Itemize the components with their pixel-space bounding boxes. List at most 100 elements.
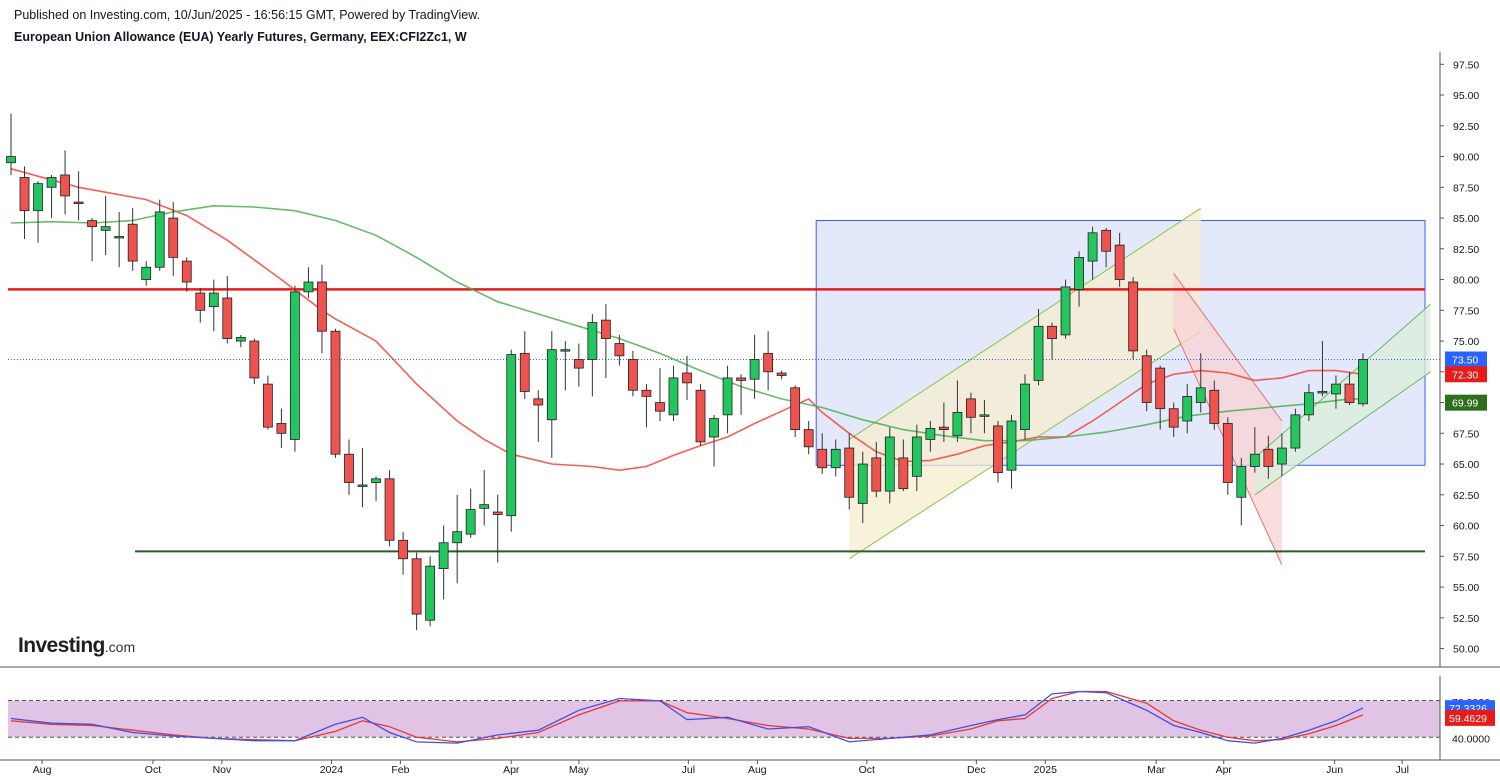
candle bbox=[641, 384, 652, 428]
candle-body bbox=[952, 411, 963, 437]
candle bbox=[452, 494, 463, 584]
candle bbox=[911, 424, 922, 492]
candle bbox=[817, 433, 828, 474]
candle-body bbox=[168, 217, 179, 258]
candle-body bbox=[60, 174, 70, 197]
candle-body bbox=[452, 531, 463, 544]
candle bbox=[519, 331, 530, 399]
candle-body bbox=[479, 504, 490, 509]
channel-lower-2 bbox=[1254, 371, 1431, 496]
candle bbox=[168, 202, 179, 276]
candle-body bbox=[938, 426, 949, 431]
candle bbox=[546, 331, 557, 458]
candle bbox=[1249, 427, 1260, 473]
price-badge-label: 73.50 bbox=[1452, 355, 1478, 367]
candle bbox=[87, 218, 98, 262]
candle bbox=[560, 341, 571, 391]
candle-body bbox=[844, 447, 855, 498]
candle-body bbox=[46, 177, 57, 188]
candle-body bbox=[884, 436, 895, 492]
candle-body bbox=[371, 478, 381, 483]
candle-body bbox=[790, 387, 801, 431]
candle-body bbox=[1074, 257, 1084, 290]
y-tick-label: 92.50 bbox=[1453, 121, 1479, 133]
candle bbox=[1317, 341, 1328, 397]
candle-body bbox=[1276, 447, 1287, 465]
candle-body bbox=[1249, 453, 1260, 467]
candle-body bbox=[1195, 387, 1206, 403]
candle-body bbox=[262, 383, 273, 428]
candle bbox=[1344, 371, 1355, 406]
candle bbox=[1222, 417, 1233, 495]
candle bbox=[1114, 232, 1125, 287]
price-badge-label: 69.99 bbox=[1452, 398, 1478, 410]
candle-body bbox=[749, 359, 760, 380]
candle-body bbox=[560, 349, 571, 352]
x-tick-label: Nov bbox=[213, 764, 232, 776]
candle bbox=[1182, 384, 1193, 434]
candle-body bbox=[709, 418, 719, 438]
candle-body bbox=[1155, 367, 1166, 410]
candle bbox=[154, 199, 165, 271]
candle bbox=[709, 414, 719, 467]
candle-body bbox=[19, 177, 30, 212]
candle bbox=[1263, 435, 1274, 479]
candle bbox=[465, 488, 476, 538]
candle bbox=[33, 181, 43, 243]
candle-body bbox=[330, 330, 341, 455]
candle bbox=[19, 166, 30, 239]
candle-body bbox=[114, 236, 125, 239]
candle bbox=[492, 494, 503, 563]
candle-body bbox=[628, 359, 638, 391]
candle-body bbox=[1182, 395, 1193, 422]
candle-body bbox=[1290, 414, 1301, 449]
y-tick-label: 90.00 bbox=[1453, 152, 1479, 164]
candle bbox=[317, 264, 327, 354]
candle bbox=[1358, 353, 1368, 407]
candle bbox=[993, 421, 1003, 483]
candle-body bbox=[979, 414, 990, 417]
candle-body bbox=[614, 343, 625, 357]
candle bbox=[573, 343, 584, 387]
candle bbox=[1195, 353, 1206, 413]
candle bbox=[127, 208, 138, 271]
candle-body bbox=[1006, 420, 1017, 471]
candle-body bbox=[857, 463, 868, 504]
candle bbox=[587, 313, 598, 397]
candle-body bbox=[1101, 229, 1112, 252]
candle-body bbox=[1020, 383, 1030, 431]
candle-body bbox=[925, 427, 936, 440]
candle-body bbox=[195, 292, 206, 311]
candle bbox=[114, 211, 125, 268]
price-badge bbox=[1445, 366, 1487, 383]
x-tick-label: Feb bbox=[391, 764, 409, 776]
candle-body bbox=[763, 352, 774, 373]
candle-body bbox=[1128, 281, 1139, 352]
y-tick-label: 65.00 bbox=[1453, 459, 1479, 471]
candle-body bbox=[1304, 392, 1314, 416]
logo-suffix-text: .com bbox=[104, 639, 136, 655]
candle-body bbox=[127, 223, 138, 262]
candle bbox=[655, 368, 665, 421]
y-tick-label: 77.50 bbox=[1453, 305, 1479, 317]
candle bbox=[344, 439, 354, 495]
candle bbox=[736, 374, 746, 415]
candle-body bbox=[344, 453, 354, 483]
candle-body bbox=[1263, 448, 1274, 467]
candle-body bbox=[641, 389, 652, 397]
y-tick-label: 60.00 bbox=[1453, 521, 1479, 533]
symbol-title: European Union Allowance (EUA) Yearly Fu… bbox=[14, 30, 467, 44]
candle-body bbox=[384, 478, 395, 541]
published-line: Published on Investing.com, 10/Jun/2025 … bbox=[14, 8, 481, 22]
candle bbox=[141, 261, 152, 286]
candle bbox=[181, 257, 192, 292]
price-badge bbox=[1445, 351, 1487, 368]
candle-body bbox=[506, 354, 517, 517]
candle bbox=[235, 334, 246, 348]
channel-upper-0 bbox=[848, 207, 1202, 440]
candle-body bbox=[573, 359, 584, 369]
candle-body bbox=[181, 260, 192, 283]
candle bbox=[1047, 322, 1057, 360]
candle bbox=[249, 338, 260, 385]
